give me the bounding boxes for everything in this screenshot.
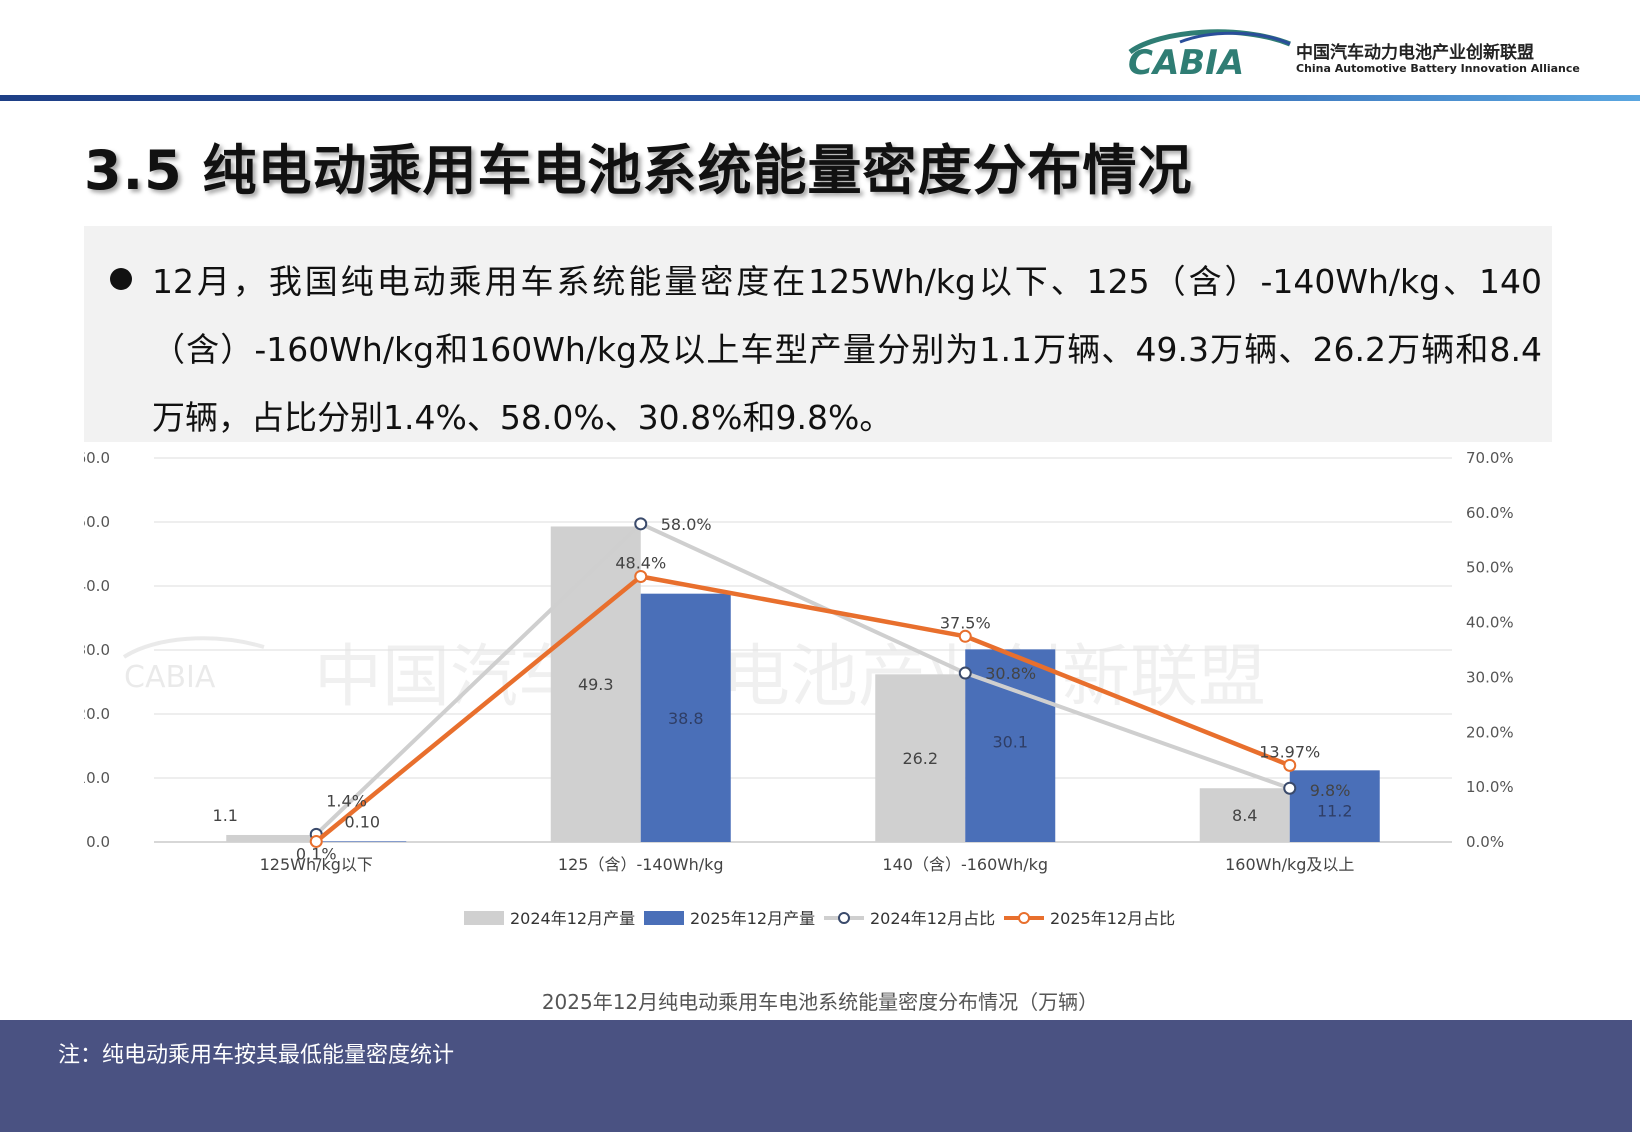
page-title: 3.5 纯电动乘用车电池系统能量密度分布情况 <box>84 139 1193 202</box>
legend-marker <box>1018 912 1030 924</box>
chart-data-labels: 1.1 49.3 26.2 8.4 0.10 38.8 30.1 11.2 1.4% 58.0% 3… <box>213 515 1353 864</box>
chart-lines <box>309 517 1297 848</box>
chart-caption: 2025年12月纯电动乘用车电池系统能量密度分布情况（万辆） <box>541 990 1099 1014</box>
line-marker <box>634 569 648 583</box>
logo-text: CABIA <box>1128 43 1244 80</box>
summary-box: 12月，我国纯电动乘用车系统能量密度在125Wh/kg以下、125（含）-140… <box>84 226 1552 442</box>
bar-label-2025: 38.8 <box>668 709 704 728</box>
y-left-tick-label: 50.0 <box>84 513 110 531</box>
y-right-tick-label: 10.0% <box>1466 778 1514 796</box>
energy-density-chart: 中国汽车动力电池产业创新联盟 1.1 49.3 26.2 8.4 0.10 38.8 30.… <box>84 449 1514 928</box>
org-name-cn: 中国汽车动力电池产业创新联盟 <box>1296 43 1534 63</box>
y-right-tick-label: 60.0% <box>1466 504 1514 522</box>
x-tick-label: 140（含）-160Wh/kg <box>882 855 1048 874</box>
legend-marker <box>838 912 850 924</box>
org-name-en: China Automotive Battery Innovation Alli… <box>1296 62 1580 75</box>
bar-label-2024: 49.3 <box>578 675 614 694</box>
y-left-tick-label: 20.0 <box>84 705 110 723</box>
line-label-2024: 9.8% <box>1310 781 1351 800</box>
line-label-2024: 1.4% <box>326 791 367 810</box>
line-marker <box>958 666 972 680</box>
legend-label: 2025年12月产量 <box>690 909 815 928</box>
line-marker <box>309 834 323 848</box>
bar-label-2024: 26.2 <box>902 749 938 768</box>
legend-swatch <box>464 911 504 925</box>
line-label-2025: 37.5% <box>940 613 991 632</box>
summary-paragraph: 12月，我国纯电动乘用车系统能量密度在125Wh/kg以下、125（含）-140… <box>152 262 1542 437</box>
legend-swatch <box>644 911 684 925</box>
bar-2025 <box>316 841 407 842</box>
header-rule <box>0 95 1640 101</box>
line-marker <box>1283 758 1297 772</box>
watermark-logo-text: CABIA <box>124 660 216 695</box>
y-right-tick-label: 0.0% <box>1466 833 1504 851</box>
header: CABIA 中国汽车动力电池产业创新联盟 China Automotive Ba… <box>0 0 1640 100</box>
bar-2024 <box>875 674 966 842</box>
y-left-tick-label: 60.0 <box>84 449 110 467</box>
y-left-tick-label: 30.0 <box>84 641 110 659</box>
bar-label-2025: 0.10 <box>344 812 380 831</box>
x-tick-label: 125Wh/kg以下 <box>260 855 373 874</box>
legend-label: 2024年12月占比 <box>870 909 995 928</box>
line-label-2024: 30.8% <box>985 664 1036 683</box>
y-right-tick-label: 50.0% <box>1466 559 1514 577</box>
line-marker <box>634 517 648 531</box>
line-label-2025: 13.97% <box>1259 742 1320 761</box>
line-label-2024: 58.0% <box>661 515 712 534</box>
bar-2024 <box>226 834 317 842</box>
chart-bars <box>226 526 1380 842</box>
line-2025 <box>314 574 1291 844</box>
bar-2025 <box>965 649 1056 842</box>
bullet-icon <box>110 268 132 290</box>
x-tick-label: 160Wh/kg及以上 <box>1225 855 1354 874</box>
line-marker <box>958 629 972 643</box>
y-left-tick-label: 0.0 <box>86 833 110 851</box>
cabia-logo: CABIA <box>1128 29 1291 80</box>
line-label-2025: 0.1% <box>296 844 337 863</box>
watermark: 中国汽车动力电池产业创新联盟 <box>314 638 1266 717</box>
legend-label: 2025年12月占比 <box>1050 909 1175 928</box>
bar-2024 <box>550 526 641 842</box>
bar-2025 <box>1289 770 1380 842</box>
y-left-tick-label: 10.0 <box>84 769 110 787</box>
bar-label-2024: 8.4 <box>1232 806 1257 825</box>
y-right-tick-label: 70.0% <box>1466 449 1514 467</box>
chart-legend: 2024年12月产量 2025年12月产量 2024年12月占比 2025年12月占比 <box>464 909 1175 928</box>
line-marker <box>1283 781 1297 795</box>
bar-label-2025: 11.2 <box>1317 801 1353 820</box>
line-2024 <box>314 521 1291 836</box>
bar-label-2024: 1.1 <box>213 806 238 825</box>
bar-2025 <box>640 593 731 842</box>
line-label-2025: 48.4% <box>615 553 666 572</box>
watermark-logo: CABIA <box>122 636 265 695</box>
chart-grid <box>154 457 1452 843</box>
footer-note: 注：纯电动乘用车按其最低能量密度统计 <box>58 1043 455 1068</box>
footer-band <box>0 1020 1640 1132</box>
y-right-tick-label: 40.0% <box>1466 614 1514 632</box>
x-tick-label: 125（含）-140Wh/kg <box>558 855 724 874</box>
footer-edge <box>1632 1020 1640 1132</box>
watermark-logo-arc <box>122 636 265 659</box>
chart-axes: 0.0 10.0 20.0 30.0 40.0 50.0 60.0 0.0% 10.0% 20.0… <box>84 449 1514 874</box>
legend-label: 2024年12月产量 <box>510 909 635 928</box>
y-right-tick-label: 30.0% <box>1466 668 1514 686</box>
y-right-tick-label: 20.0% <box>1466 723 1514 741</box>
y-left-tick-label: 40.0 <box>84 577 110 595</box>
bar-2024 <box>1199 788 1290 842</box>
bar-label-2025: 30.1 <box>992 733 1028 752</box>
